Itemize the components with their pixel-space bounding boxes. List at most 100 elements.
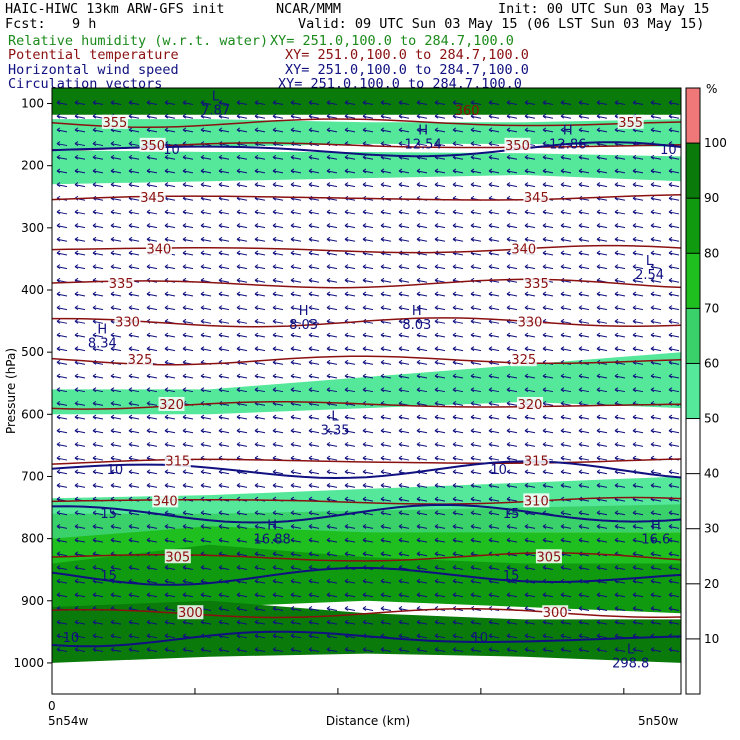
wind-vector-head	[596, 223, 601, 229]
plot-frame	[51, 87, 682, 695]
wind-vector-head	[470, 441, 475, 447]
wind-vector	[416, 334, 428, 338]
wind-vector-head	[452, 469, 457, 475]
theta-label-bg	[504, 137, 531, 152]
wind-vector-head	[434, 346, 439, 352]
wind-vector-head	[74, 182, 79, 187]
wind-vector	[650, 566, 662, 570]
wind-vector-head	[272, 387, 277, 393]
wind-vector-head	[452, 482, 457, 488]
wind-vector-head	[74, 154, 79, 160]
wind-vector	[326, 457, 338, 461]
wind-vector-head	[596, 305, 601, 311]
wind-vector	[56, 580, 68, 584]
wind-vector-head	[434, 428, 439, 434]
wind-vector	[506, 184, 518, 188]
wind-vector-head	[488, 537, 493, 543]
wind-vector-head	[128, 373, 133, 379]
wind-vector	[524, 553, 536, 557]
wind-vector	[398, 266, 410, 270]
wind-vector	[416, 525, 428, 529]
wind-vector-head	[452, 346, 457, 352]
wind-vector-head	[218, 154, 223, 160]
wind-vector-head	[452, 592, 457, 598]
wind-vector-head	[110, 332, 115, 338]
wind-vector-head	[668, 264, 673, 270]
wind-vector-head	[434, 633, 439, 639]
wind-vector-head	[668, 154, 673, 160]
wind-vector-head	[650, 428, 655, 434]
wind-vector-head	[146, 168, 151, 174]
wind-vector-head	[416, 277, 421, 283]
wind-vector-head	[542, 264, 547, 270]
wind-vector-head	[506, 524, 511, 529]
wind-vector-head	[74, 387, 79, 393]
wind-vector	[290, 402, 302, 406]
wind-vector	[560, 484, 572, 488]
wind-vector-head	[326, 250, 331, 256]
wind-vector-head	[488, 469, 493, 475]
wind-vector-head	[290, 359, 295, 365]
wind-vector	[92, 389, 104, 393]
x-tick-label: 0	[48, 699, 56, 713]
wind-vector	[650, 621, 662, 625]
wind-vector	[326, 293, 338, 297]
wind-vector-head	[380, 578, 385, 584]
extremum-H: H	[267, 518, 277, 533]
wind-vector-head	[362, 551, 367, 557]
wind-vector	[110, 539, 122, 543]
wind-vector	[524, 635, 536, 639]
wind-vector	[92, 348, 104, 352]
wind-vector	[488, 266, 500, 270]
wind-vector-head	[236, 551, 241, 557]
wind-vector	[56, 320, 68, 324]
wind-vector	[254, 197, 266, 201]
wind-vector	[218, 266, 230, 270]
wind-vector	[146, 443, 158, 447]
wind-vector	[452, 402, 464, 406]
wind-vector	[398, 635, 410, 639]
wind-vector	[524, 170, 536, 174]
wind-vector	[452, 293, 464, 297]
wind-vector-head	[560, 647, 565, 652]
wind-vector-head	[650, 277, 655, 283]
wind-vector-head	[380, 455, 385, 461]
wind-vector	[56, 143, 68, 147]
wind-vector	[416, 566, 428, 570]
wind-vector	[236, 512, 248, 516]
wind-vector	[434, 361, 446, 365]
wind-label: 10	[471, 631, 488, 646]
wind-vector	[308, 348, 320, 352]
wind-vector-head	[182, 565, 187, 570]
wind-vector-head	[614, 154, 619, 160]
wind-vector	[434, 156, 446, 160]
wind-vector	[452, 389, 464, 393]
wind-vector-head	[560, 236, 565, 242]
wind-vector-head	[578, 209, 583, 215]
wind-vector-head	[524, 291, 529, 297]
wind-vector-head	[470, 291, 475, 297]
wind-vector	[668, 539, 680, 543]
wind-vector	[596, 143, 608, 147]
wind-vector	[650, 211, 662, 215]
wind-vector	[110, 184, 122, 188]
extremum-value: 8.03	[402, 318, 431, 333]
wind-vector	[650, 471, 662, 475]
colorbar-segment	[686, 638, 700, 694]
wind-vector-head	[524, 647, 529, 652]
wind-vector	[470, 129, 482, 133]
wind-vector	[56, 102, 68, 106]
wind-vector-head	[416, 318, 421, 324]
wind-vector	[272, 539, 284, 543]
wind-vector	[110, 525, 122, 529]
colorbar-segment	[686, 198, 700, 254]
wind-vector	[218, 238, 230, 242]
wind-vector-head	[272, 578, 277, 584]
wind-vector	[560, 553, 572, 557]
wind-vector-head	[596, 100, 601, 105]
wind-vector-head	[596, 168, 601, 174]
wind-vector-head	[326, 647, 331, 652]
wind-vector-head	[524, 469, 529, 475]
wind-vector-head	[290, 277, 295, 283]
wind-vector	[272, 129, 284, 133]
